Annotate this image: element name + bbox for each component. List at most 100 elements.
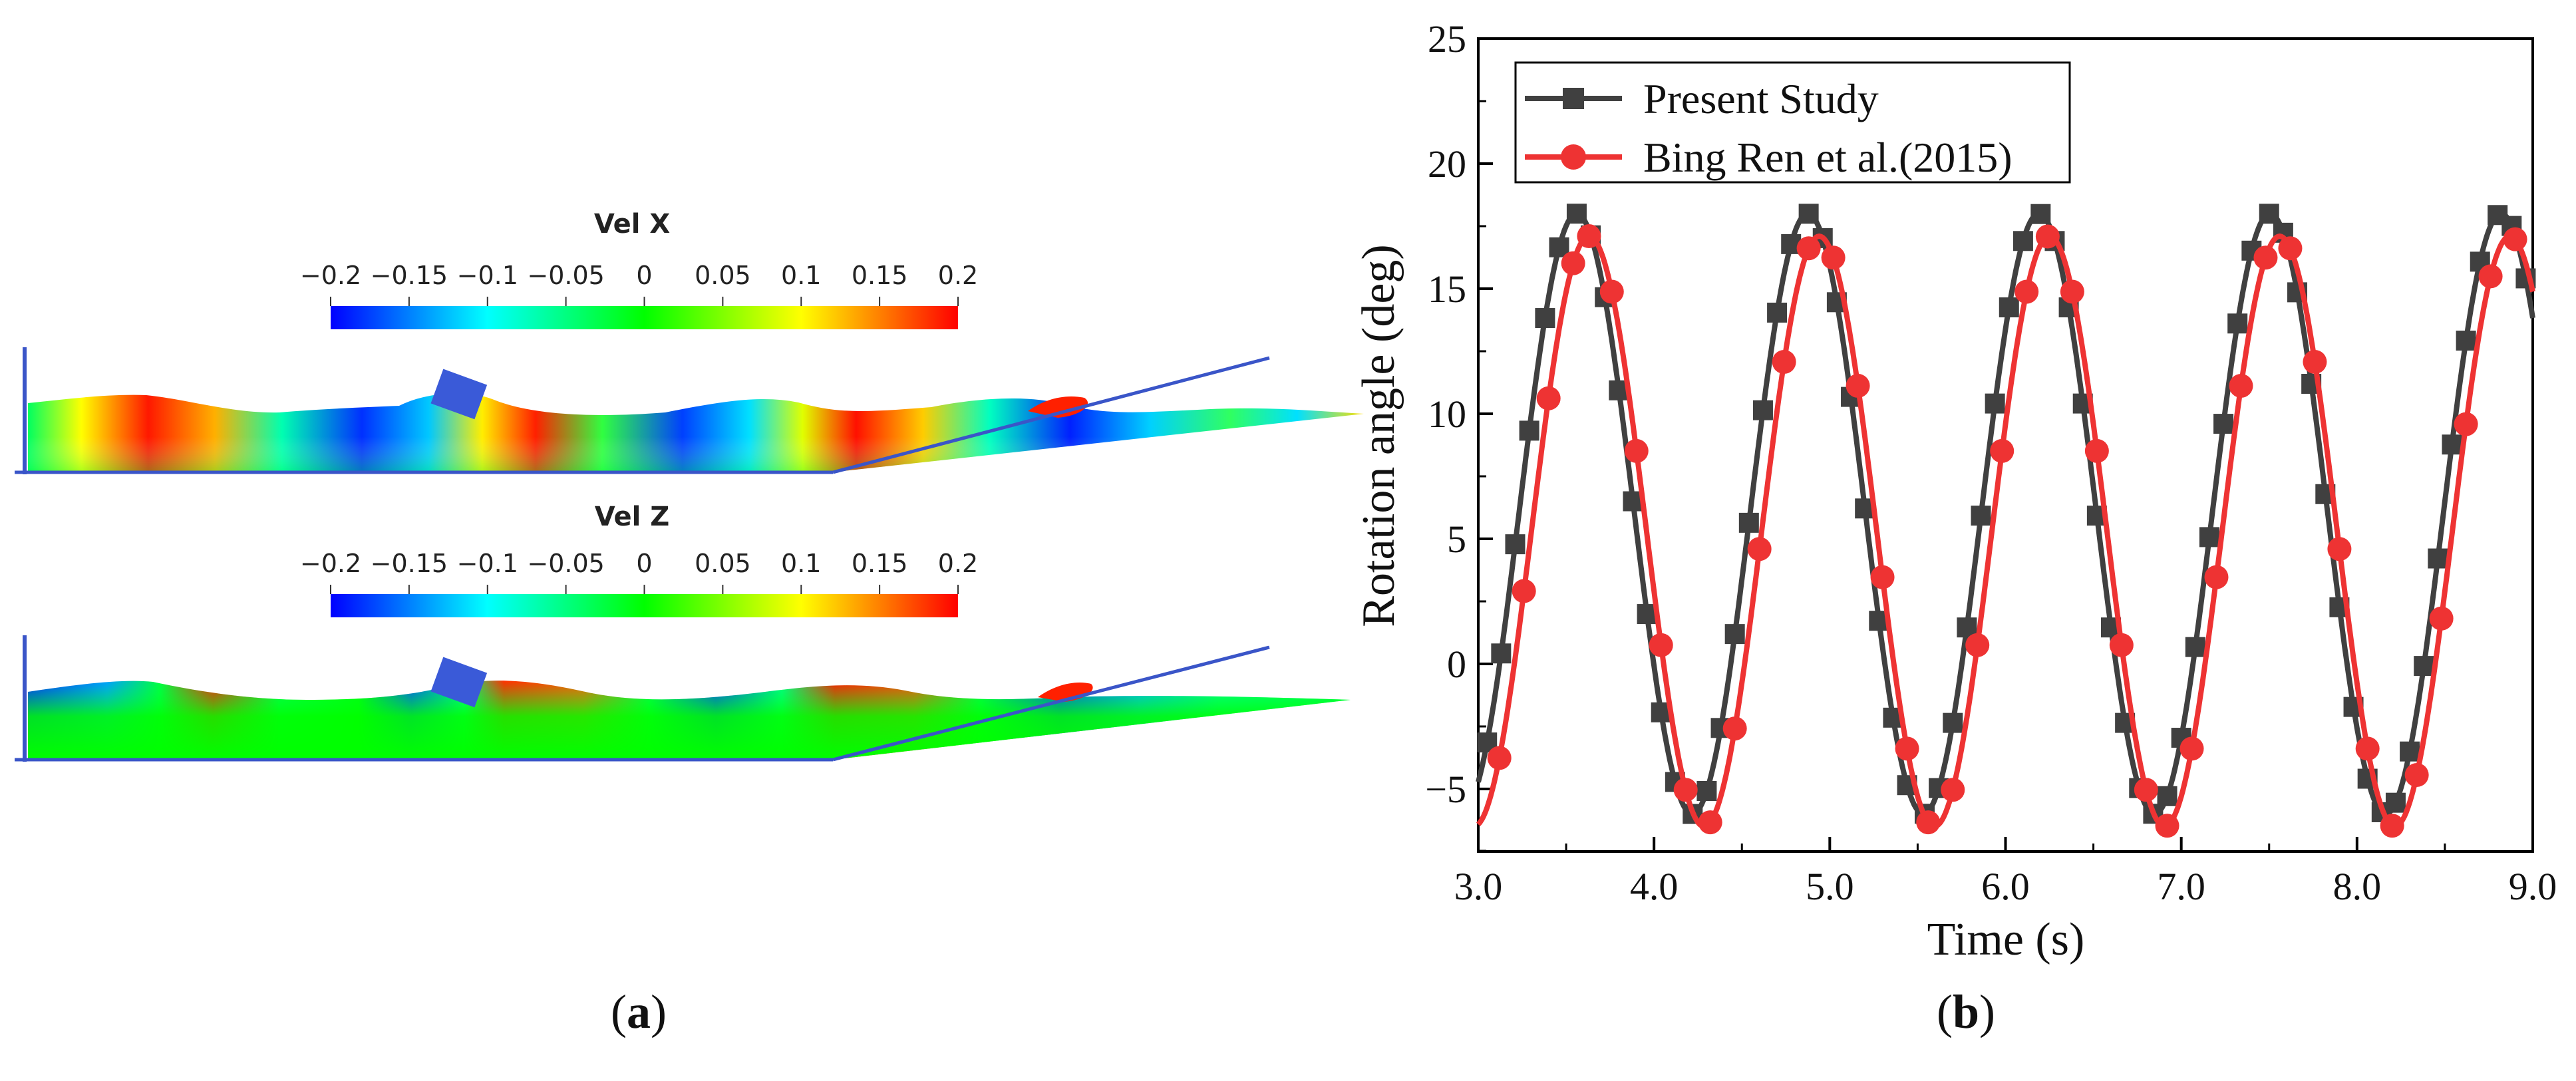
data-point-bing-ren [2134,778,2158,802]
colorbar-vel-z: Vel Z −0.2 −0.15 −0.1 −0.05 0 0.05 0.1 0.15 0.2 [300,502,978,617]
x-tick-label: 3.0 [1454,865,1503,908]
data-point-present-study [1724,624,1745,645]
data-point-present-study [2385,792,2406,813]
floating-body-vel-x [430,369,488,420]
data-point-bing-ren [1649,633,1673,657]
cbz-tick-label: 0.1 [781,549,821,578]
colorbar-vel-x: Vel X −0.2 −0.15 −0.1 −0.05 0 0.05 0.1 0.15 0.2 [300,209,978,329]
data-point-bing-ren [1990,438,2014,463]
x-tick-label: 7.0 [2157,865,2205,908]
cbx-tick-label: 0.05 [695,261,751,290]
data-point-bing-ren [2380,814,2404,838]
data-point-bing-ren [1895,736,1919,761]
data-point-bing-ren [2179,736,2204,761]
data-point-present-study [2030,204,2051,224]
data-point-present-study [2442,434,2462,455]
data-point-bing-ren [1722,716,1747,741]
legend: Present Study Bing Ren et al.(2015) [1514,61,2071,184]
y-tick-labels: −5 0 5 10 15 20 25 [1425,17,1466,811]
data-point-bing-ren [2503,227,2527,251]
cbx-tick-label: 0.15 [852,261,908,290]
water-shading-vel-z [28,681,1351,760]
colorbar-title-vel-x: Vel X [594,209,671,239]
cbx-tick-label: −0.15 [371,261,448,290]
series-line-bing-ren [1476,233,2535,830]
y-axis-label: Rotation angle (deg) [1353,244,1404,627]
y-tick-label: 0 [1447,643,1466,686]
x-tick-label: 5.0 [1806,865,1854,908]
data-point-present-study [2185,637,2205,657]
series-line-present-study [1476,211,2535,817]
data-point-bing-ren [2014,279,2039,304]
cbz-tick-label: 0.2 [938,549,978,578]
data-point-present-study [1999,297,2019,318]
legend-box [1514,61,2071,184]
data-point-bing-ren [1965,633,1990,657]
data-point-present-study [1535,308,1555,329]
cbx-tick-label: −0.05 [527,261,604,290]
y-tick-label: −5 [1425,768,1466,811]
x-axis-label: Time (s) [1927,914,2085,965]
data-point-bing-ren [1673,778,1698,802]
cbz-tick-label: 0 [636,549,652,578]
data-point-bing-ren [1772,349,1796,374]
data-point-present-study [2199,527,2219,547]
data-point-bing-ren [1747,537,1772,561]
cbz-tick-label: −0.15 [371,549,448,578]
data-point-bing-ren [1846,373,1870,398]
cbz-tick-label: −0.05 [527,549,604,578]
data-point-present-study [1738,512,1759,533]
data-point-bing-ren [2204,565,2229,589]
colorbar-gradient-vel-z [331,594,958,617]
data-point-bing-ren [2429,606,2454,631]
data-point-present-study [2414,656,2434,677]
flow-field-vel-x [15,347,1364,474]
cbx-tick-label: 0 [636,261,652,290]
data-point-bing-ren [1624,438,1649,463]
data-point-present-study [2259,204,2279,224]
legend-label-bing-ren: Bing Ren et al.(2015) [1643,134,2012,181]
data-point-present-study [1491,643,1512,664]
data-point-present-study [2012,231,2033,251]
cbz-tick-label: −0.2 [300,549,361,578]
cbx-tick-label: −0.1 [457,261,518,290]
data-point-present-study [2456,331,2476,351]
cbx-tick-label: 0.2 [938,261,978,290]
panel-b-chart: 3.0 4.0 5.0 6.0 7.0 8.0 9.0 −5 0 5 10 15 20 25 Time … [1353,17,2557,1038]
y-tick-label: 15 [1428,267,1466,311]
data-point-bing-ren [1487,746,1512,770]
x-tick-labels: 3.0 4.0 5.0 6.0 7.0 8.0 9.0 [1454,865,2557,908]
panel-label-b: (b) [1937,985,1995,1038]
series-layer [1476,204,2536,838]
data-point-bing-ren [1577,224,1601,249]
data-point-present-study [2400,741,2420,762]
x-tick-label: 9.0 [2509,865,2557,908]
legend-label-present-study: Present Study [1643,75,1879,122]
data-point-present-study [1519,420,1539,441]
legend-marker-bing-ren [1561,144,1586,170]
x-tick-label: 8.0 [2333,865,2382,908]
data-point-present-study [2227,313,2248,334]
y-tick-label: 25 [1428,17,1466,61]
data-point-bing-ren [2035,224,2060,249]
data-point-present-study [2428,548,2448,569]
y-tick-label: 5 [1447,518,1466,561]
cbz-tick-label: 0.15 [852,549,908,578]
colorbar-ticks-vel-z: −0.2 −0.15 −0.1 −0.05 0 0.05 0.1 0.15 0.2 [300,549,978,594]
y-tick-label: 20 [1428,142,1466,186]
data-point-bing-ren [1561,251,1585,275]
data-point-present-study [1971,506,1991,526]
breaking-crest-vel-x [1028,396,1088,418]
data-point-present-study [1798,204,1819,224]
data-point-present-study [1566,204,1587,224]
data-point-bing-ren [2454,412,2478,436]
data-point-bing-ren [1698,810,1722,835]
data-point-bing-ren [2355,736,2380,761]
data-point-bing-ren [1599,279,1624,304]
y-tick-label: 10 [1428,392,1466,436]
data-point-bing-ren [1536,386,1561,410]
data-point-bing-ren [2155,814,2179,838]
panel-a: Vel X −0.2 −0.15 −0.1 −0.05 0 0.05 0.1 0.15 0.2 … [15,209,1364,1038]
flow-field-vel-z [15,635,1351,762]
